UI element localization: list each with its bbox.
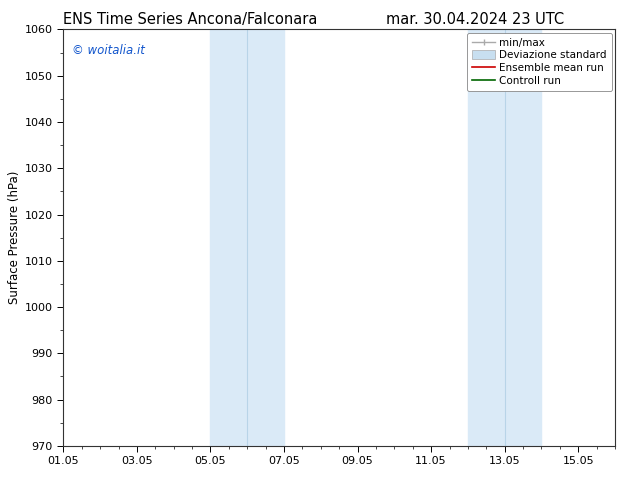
Y-axis label: Surface Pressure (hPa): Surface Pressure (hPa) <box>8 171 21 304</box>
Bar <box>468 29 541 446</box>
Text: ENS Time Series Ancona/Falconara: ENS Time Series Ancona/Falconara <box>63 12 318 27</box>
Text: mar. 30.04.2024 23 UTC: mar. 30.04.2024 23 UTC <box>387 12 564 27</box>
Bar <box>210 29 284 446</box>
Text: © woitalia.it: © woitalia.it <box>72 44 145 57</box>
Legend: min/max, Deviazione standard, Ensemble mean run, Controll run: min/max, Deviazione standard, Ensemble m… <box>467 32 612 91</box>
